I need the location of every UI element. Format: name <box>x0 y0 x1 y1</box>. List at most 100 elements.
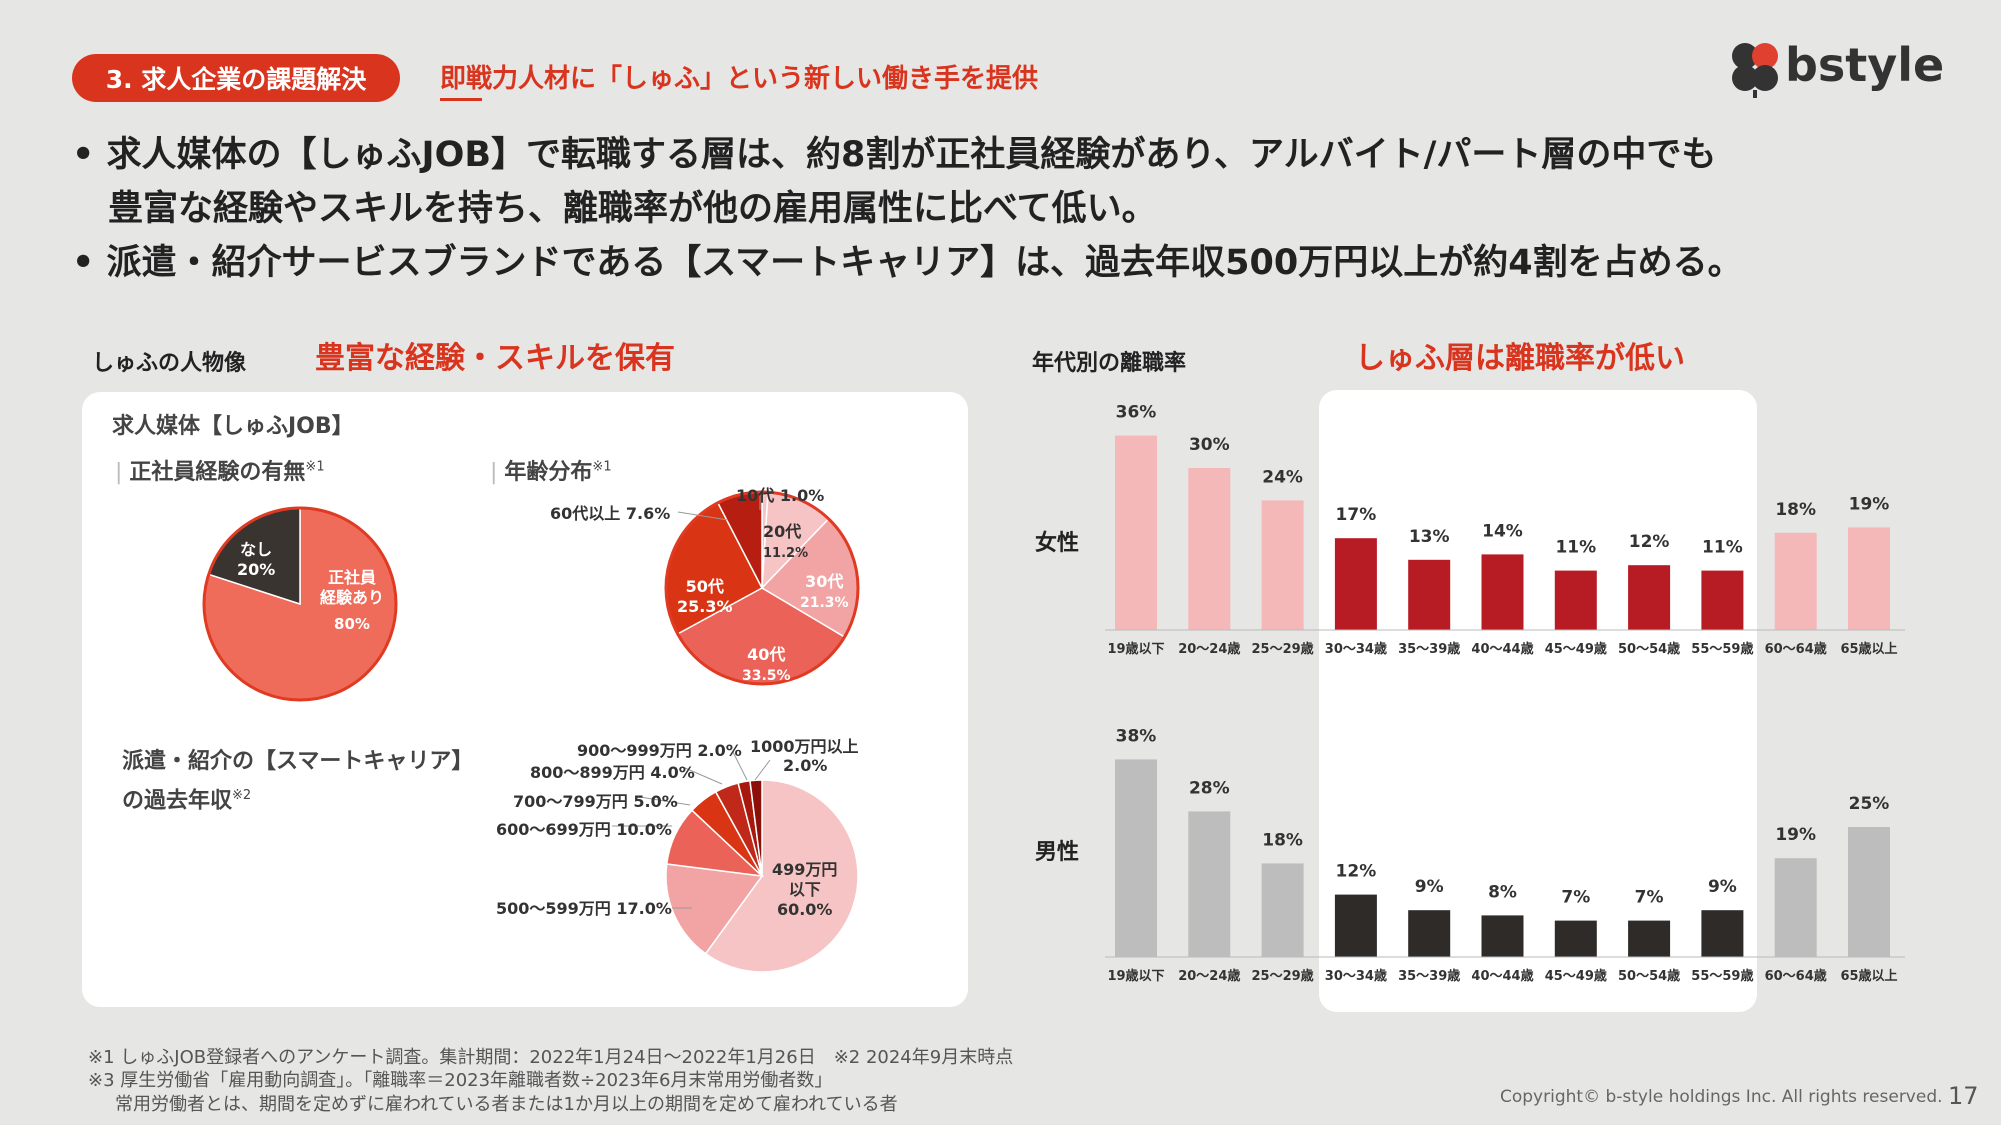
male-value-label-7: 7% <box>1635 888 1664 908</box>
male-category-label-5: 40〜44歳 <box>1471 968 1533 984</box>
male-category-label-0: 19歳以下 <box>1107 968 1164 984</box>
leader-line-5 <box>684 767 723 785</box>
female-bar-7 <box>1628 565 1671 630</box>
male-value-label-9: 19% <box>1775 825 1816 845</box>
highlight-panel <box>1319 390 1757 1012</box>
female-label: 女性 <box>1035 531 1080 556</box>
footnote-3: ※3 厚生労働省「雇用動向調査」。「離職率＝2023年離職者数÷2023年6月末… <box>88 1070 833 1091</box>
female-bar-8 <box>1701 570 1744 630</box>
male-label: 男性 <box>1035 840 1080 865</box>
male-category-label-7: 50〜54歳 <box>1618 968 1680 984</box>
female-bar-3 <box>1334 538 1377 630</box>
male-value-label-4: 9% <box>1415 877 1444 897</box>
female-value-label-2: 24% <box>1262 467 1303 487</box>
male-bar-5 <box>1481 915 1524 957</box>
pie3-callout-700: 700〜799万円 5.0% <box>513 792 678 811</box>
right-section-title: 年代別の離職率 <box>1032 351 1187 376</box>
pie3-callout-600: 600〜699万円 10.0% <box>496 820 672 839</box>
leader-line-7 <box>754 759 771 781</box>
male-bar-3 <box>1334 894 1377 957</box>
male-category-label-10: 65歳以上 <box>1840 968 1897 984</box>
male-category-label-2: 25〜29歳 <box>1252 968 1314 984</box>
female-value-label-8: 11% <box>1702 538 1743 558</box>
male-bar-2 <box>1261 863 1304 957</box>
female-value-label-5: 14% <box>1482 521 1523 541</box>
pie2-title: | 年齢分布※1 <box>490 459 612 485</box>
male-value-label-10: 25% <box>1849 794 1890 814</box>
male-value-label-0: 38% <box>1116 726 1157 746</box>
left-accent-title: 豊富な経験・スキルを保有 <box>315 341 675 376</box>
male-category-label-3: 30〜34歳 <box>1325 968 1387 984</box>
male-category-label-4: 35〜39歳 <box>1398 968 1460 984</box>
female-bar-2 <box>1261 500 1304 630</box>
brand-logo: bstyle <box>1785 38 1945 92</box>
male-bar-1 <box>1188 811 1231 957</box>
pie3-slice-6 <box>749 779 763 877</box>
pie3-callout-900: 900〜999万円 2.0% <box>577 741 742 760</box>
pie3-callout-1000: 1000万円以上 2.0% <box>750 737 859 775</box>
female-bar-10 <box>1848 527 1890 630</box>
female-bar-5 <box>1481 554 1524 630</box>
male-value-label-5: 8% <box>1488 882 1517 902</box>
pie2-label-40s: 40代 33.5% <box>742 645 791 684</box>
male-bar-4 <box>1408 910 1451 957</box>
female-bar-1 <box>1188 468 1231 630</box>
male-bar-8 <box>1701 910 1744 957</box>
pie3-callout-800: 800〜899万円 4.0% <box>530 763 695 782</box>
female-value-label-7: 12% <box>1629 532 1670 552</box>
male-value-label-2: 18% <box>1262 830 1303 850</box>
bullet-line-3: • 派遣・紹介サービスブランドである【スマートキャリア】は、過去年収500万円以… <box>72 243 1743 283</box>
female-category-label-3: 30〜34歳 <box>1325 641 1387 657</box>
pie3-slice-1 <box>665 863 764 955</box>
female-category-label-9: 60〜64歳 <box>1765 641 1827 657</box>
footnote-1: ※1 しゅふJOB登録者へのアンケート調査。集計期間：2022年1月24日〜20… <box>88 1047 1014 1068</box>
female-value-label-3: 17% <box>1336 505 1377 525</box>
left-section-title: しゅふの人物像 <box>92 351 247 376</box>
copyright: Copyright© b-style holdings Inc. All rig… <box>1500 1087 1943 1107</box>
male-category-label-6: 45〜49歳 <box>1545 968 1607 984</box>
male-bar-6 <box>1554 920 1597 957</box>
pie1-outline <box>202 506 398 702</box>
pie2-callout-60s: 60代以上 7.6% <box>550 504 671 523</box>
leader-line-1 <box>677 511 729 521</box>
section-badge: 3. 求人企業の課題解決 <box>72 54 400 102</box>
pie2-label-30s: 30代 21.3% <box>800 572 849 611</box>
male-bar-10 <box>1848 827 1890 957</box>
pie1-label-yes: 正社員 経験あり 80% <box>319 568 384 633</box>
male-category-label-9: 60〜64歳 <box>1765 968 1827 984</box>
female-value-label-6: 11% <box>1555 538 1596 558</box>
pie3-slice-0 <box>704 779 859 973</box>
male-bar-0 <box>1115 759 1157 957</box>
female-category-label-4: 35〜39歳 <box>1398 641 1460 657</box>
female-bar-0 <box>1115 435 1157 630</box>
pie2-outline <box>664 490 860 686</box>
right-accent-title: しゅふ層は離職率が低い <box>1355 341 1685 376</box>
pie1-title: | 正社員経験の有無※1 <box>115 459 325 485</box>
page-number: 17 <box>1948 1082 1979 1110</box>
pie3-label-499: 499万円 以下 60.0% <box>772 860 838 919</box>
male-category-label-8: 55〜59歳 <box>1691 968 1753 984</box>
bullet-line-1: • 求人媒体の【しゅふJOB】で転職する層は、約8割が正社員経験があり、アルバイ… <box>72 135 1717 175</box>
pie3-callout-500: 500〜599万円 17.0% <box>496 899 672 918</box>
female-value-label-4: 13% <box>1409 527 1450 547</box>
footnote-3-detail: 常用労働者とは、期間を定めずに雇われている者または1か月以上の期間を定めて雇われ… <box>115 1094 898 1115</box>
male-value-label-8: 9% <box>1708 877 1737 897</box>
female-bar-4 <box>1408 559 1451 630</box>
leader-line-6 <box>732 751 748 781</box>
male-category-label-1: 20〜24歳 <box>1178 968 1240 984</box>
male-bar-7 <box>1628 920 1671 957</box>
pie2-label-20s: 20代 11.2% <box>763 522 809 561</box>
male-bar-9 <box>1774 858 1817 957</box>
male-value-label-6: 7% <box>1561 888 1590 908</box>
female-value-label-10: 19% <box>1849 494 1890 514</box>
female-category-label-1: 20〜24歳 <box>1178 641 1240 657</box>
female-category-label-7: 50〜54歳 <box>1618 641 1680 657</box>
female-value-label-9: 18% <box>1775 500 1816 520</box>
female-category-label-2: 25〜29歳 <box>1252 641 1314 657</box>
panel-title: 求人媒体【しゅふJOB】 <box>112 414 354 439</box>
bullet-line-2: 豊富な経験やスキルを持ち、離職率が他の雇用属性に比べて低い。 <box>108 189 1157 229</box>
female-category-label-8: 55〜59歳 <box>1691 641 1753 657</box>
female-category-label-10: 65歳以上 <box>1840 641 1897 657</box>
